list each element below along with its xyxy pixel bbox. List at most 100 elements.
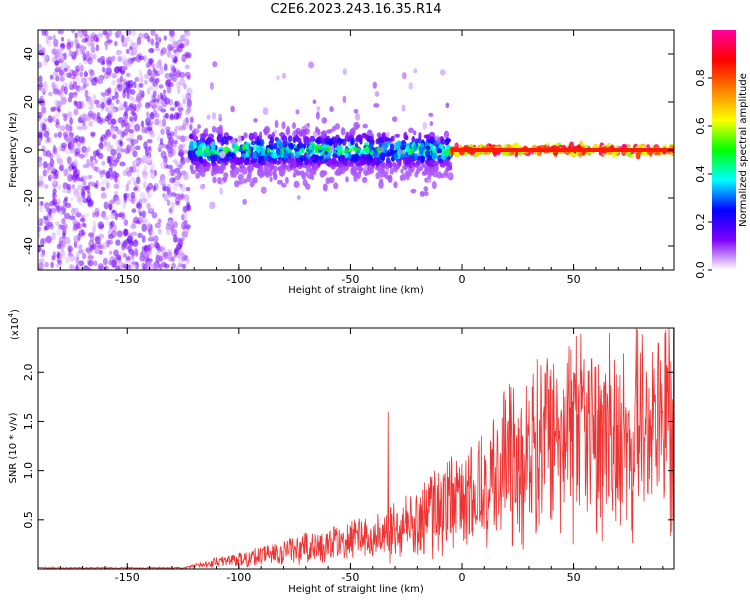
colorbar: 0.0 0.2 0.4 0.6 0.8 Normalized spectral ampl… (694, 30, 749, 279)
heatmap-point (210, 82, 214, 90)
heatmap-point (184, 135, 190, 141)
heatmap-point (116, 230, 123, 238)
heatmap-point (181, 253, 186, 260)
heatmap-point (168, 30, 175, 37)
heatmap-point (52, 144, 57, 153)
heatmap-point (95, 212, 100, 218)
colorbar-gradient (712, 30, 736, 270)
heatmap-point (69, 117, 73, 126)
heatmap-point (227, 135, 233, 141)
heatmap-point (178, 144, 184, 153)
heatmap-point (124, 245, 129, 250)
heatmap-point (144, 102, 151, 109)
heatmap-point (84, 149, 89, 158)
heatmap-point (73, 100, 78, 106)
heatmap-point (260, 186, 267, 194)
heatmap-point (117, 56, 123, 62)
heatmap-point (173, 56, 178, 63)
heatmap-point (166, 85, 172, 94)
heatmap-point (425, 145, 431, 150)
heatmap-point (339, 154, 344, 163)
heatmap-point (365, 147, 370, 155)
heatmap-point (82, 252, 87, 260)
heatmap-point (134, 159, 140, 164)
heatmap-point (149, 233, 153, 241)
heatmap-point (249, 180, 255, 188)
heatmap-point (206, 114, 211, 120)
heatmap-point (352, 154, 359, 162)
heatmap-point (133, 103, 137, 112)
heatmap-point (76, 212, 82, 218)
heatmap-point (445, 102, 450, 109)
heatmap-point (81, 191, 86, 199)
heatmap-point (356, 134, 363, 142)
heatmap-point (59, 125, 66, 131)
heatmap-point (195, 172, 201, 179)
y-tick-label: 2.0 (22, 364, 35, 382)
heatmap-point (176, 81, 181, 89)
heatmap-point (87, 191, 91, 198)
heatmap-point (52, 251, 57, 258)
heatmap-point (88, 161, 94, 167)
heatmap-point (234, 180, 240, 188)
colorbar-tick-label: 0.2 (694, 213, 707, 231)
heatmap-point (436, 148, 442, 154)
heatmap-point (444, 138, 450, 146)
heatmap-point (136, 201, 141, 208)
heatmap-point (389, 167, 394, 175)
heatmap-point (51, 81, 56, 90)
colorbar-label: Normalized spectral amplitude (738, 73, 749, 227)
heatmap-point (182, 205, 188, 213)
heatmap-point (72, 161, 78, 167)
heatmap-point (184, 157, 189, 163)
heatmap-point (157, 105, 164, 111)
heatmap-point (216, 134, 223, 143)
heatmap-point (57, 184, 62, 190)
heatmap-point (70, 197, 74, 202)
heatmap-point (65, 202, 72, 208)
heatmap-point (116, 129, 123, 135)
heatmap-point (109, 250, 113, 255)
heatmap-point (106, 141, 111, 147)
heatmap-point (418, 132, 422, 139)
heatmap-point (401, 104, 406, 112)
heatmap-point (211, 165, 218, 171)
heatmap-point (115, 139, 120, 147)
heatmap-point (259, 131, 263, 140)
heatmap-point (60, 251, 64, 258)
heatmap-point (38, 226, 41, 232)
heatmap-point (128, 95, 134, 101)
heatmap-point (433, 161, 440, 166)
heatmap-point (276, 160, 280, 166)
heatmap-point (103, 96, 109, 102)
heatmap-point (237, 173, 244, 181)
heatmap-point (313, 163, 319, 171)
heatmap-point (119, 161, 126, 167)
heatmap-point (419, 190, 425, 197)
heatmap-point (344, 152, 349, 159)
heatmap-point (320, 136, 325, 143)
x-tick-label: -150 (115, 273, 140, 286)
heatmap-point (177, 125, 184, 131)
heatmap-point (393, 142, 400, 151)
heatmap-point (85, 51, 91, 59)
heatmap-point (363, 164, 368, 171)
heatmap-point (393, 152, 399, 160)
heatmap-point (71, 183, 76, 190)
heatmap-point (401, 173, 407, 181)
y-tick-label: 0 (22, 147, 35, 154)
heatmap-point (146, 87, 151, 95)
heatmap-point (96, 112, 101, 120)
heatmap-point (100, 91, 105, 97)
heatmap-point (155, 84, 159, 92)
heatmap-point (179, 159, 184, 167)
heatmap-point (73, 108, 79, 116)
heatmap-point (219, 187, 223, 196)
heatmap-point (83, 212, 90, 218)
heatmap-point (138, 82, 144, 88)
heatmap-point (76, 221, 81, 230)
heatmap-point (362, 123, 369, 129)
heatmap-point (146, 111, 150, 118)
heatmap-point (376, 132, 382, 138)
heatmap-point (78, 32, 85, 38)
